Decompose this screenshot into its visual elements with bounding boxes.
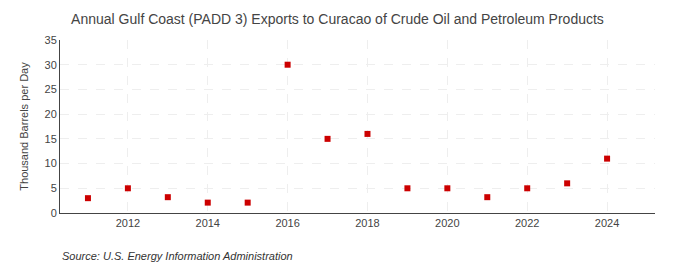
svg-text:2024: 2024 bbox=[595, 217, 619, 229]
svg-text:Source: U.S. Energy Informatio: Source: U.S. Energy Information Administ… bbox=[62, 250, 293, 262]
svg-text:25: 25 bbox=[45, 83, 57, 95]
svg-text:0: 0 bbox=[51, 207, 57, 219]
svg-text:2016: 2016 bbox=[275, 217, 299, 229]
svg-text:30: 30 bbox=[45, 59, 57, 71]
svg-text:20: 20 bbox=[45, 108, 57, 120]
svg-text:2012: 2012 bbox=[116, 217, 140, 229]
svg-text:2014: 2014 bbox=[196, 217, 220, 229]
svg-text:2018: 2018 bbox=[355, 217, 379, 229]
svg-text:5: 5 bbox=[51, 182, 57, 194]
svg-text:2022: 2022 bbox=[515, 217, 539, 229]
svg-text:Annual Gulf Coast (PADD 3) Exp: Annual Gulf Coast (PADD 3) Exports to Cu… bbox=[71, 11, 604, 27]
svg-text:2020: 2020 bbox=[435, 217, 459, 229]
svg-text:Thousand Barrels per Day: Thousand Barrels per Day bbox=[18, 62, 30, 191]
svg-text:10: 10 bbox=[45, 157, 57, 169]
svg-text:35: 35 bbox=[45, 34, 57, 46]
svg-text:15: 15 bbox=[45, 133, 57, 145]
